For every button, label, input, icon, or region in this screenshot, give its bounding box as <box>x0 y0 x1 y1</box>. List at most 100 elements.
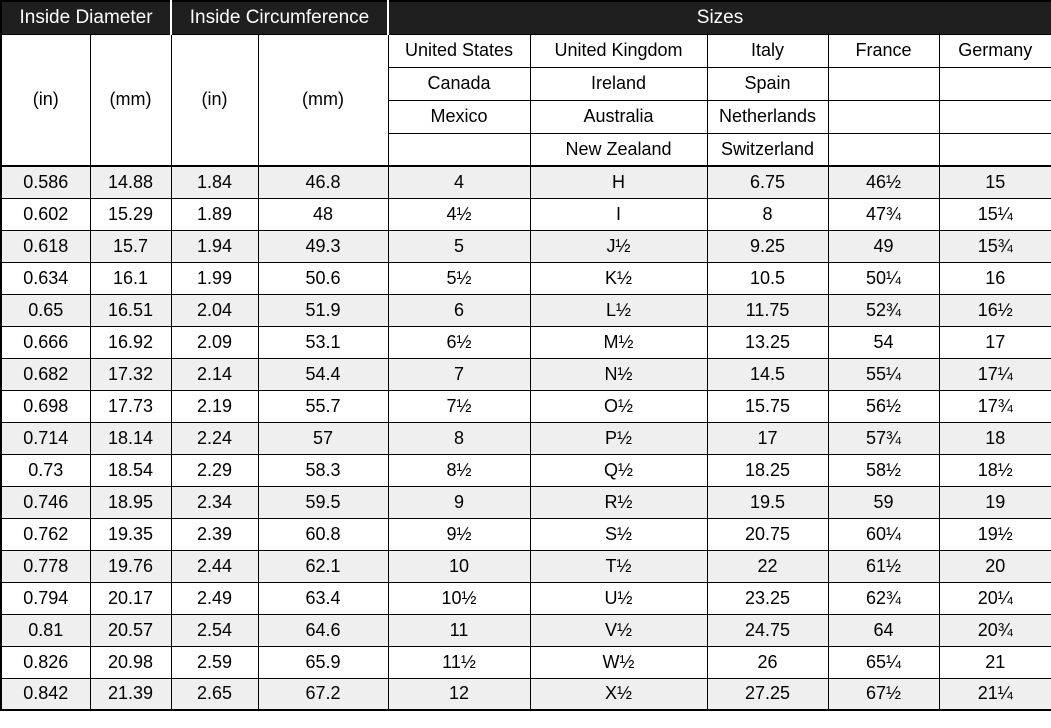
data-cell: 60.8 <box>257 517 389 551</box>
data-cell: 10½ <box>387 581 531 615</box>
data-cell: 19½ <box>938 517 1051 551</box>
data-cell: 10 <box>387 549 531 583</box>
data-cell: 26 <box>706 645 829 679</box>
data-cell: 20.17 <box>89 581 172 615</box>
data-cell: 20.98 <box>89 645 172 679</box>
data-cell: 55¼ <box>827 357 940 391</box>
data-cell: 8½ <box>387 453 531 487</box>
data-cell: 6 <box>387 293 531 327</box>
table-row: 0.634 16.1 1.99 50.6 5½ K½ 10.5 50¼ 16 <box>0 261 1051 295</box>
data-cell: 9½ <box>387 517 531 551</box>
data-cell: 16½ <box>938 293 1051 327</box>
data-cell: 7 <box>387 357 531 391</box>
data-cell: 18 <box>938 421 1051 455</box>
data-cell: 19 <box>938 485 1051 519</box>
data-cell: 64 <box>827 613 940 647</box>
data-cell: 0.666 <box>0 325 91 359</box>
data-cell: 20¼ <box>938 581 1051 615</box>
data-cell: 0.586 <box>0 165 91 199</box>
data-cell: 6½ <box>387 325 531 359</box>
data-cell: 0.826 <box>0 645 91 679</box>
data-cell: 19.35 <box>89 517 172 551</box>
data-cell: 0.778 <box>0 549 91 583</box>
data-cell: J½ <box>529 229 708 263</box>
data-cell: 0.73 <box>0 453 91 487</box>
data-cell: 59 <box>827 485 940 519</box>
data-cell: P½ <box>529 421 708 455</box>
data-cell: 15 <box>938 165 1051 199</box>
data-cell: 0.842 <box>0 677 91 711</box>
data-cell: 2.04 <box>170 293 259 327</box>
data-cell: 12 <box>387 677 531 711</box>
region-header-row: Mexico Australia Netherlands <box>1 99 1051 134</box>
data-cell: 18.25 <box>706 453 829 487</box>
data-cell: 2.29 <box>170 453 259 487</box>
data-cell: 2.65 <box>170 677 259 711</box>
data-cell: 1.89 <box>170 197 259 231</box>
data-cell: 15.29 <box>89 197 172 231</box>
unit-header: (mm) <box>89 33 172 167</box>
data-cell: 20¾ <box>938 613 1051 647</box>
header-inside-diameter: Inside Diameter <box>0 0 172 35</box>
data-cell: 21¼ <box>938 677 1051 711</box>
region-header-empty <box>938 66 1051 101</box>
ring-size-conversion-table: Inside Diameter Inside Circumference Siz… <box>0 0 1051 711</box>
data-cell: L½ <box>529 293 708 327</box>
data-cell: 61½ <box>827 549 940 583</box>
unit-header: (in) <box>170 33 259 167</box>
data-cell: 0.714 <box>0 421 91 455</box>
data-cell: 10.5 <box>706 261 829 295</box>
region-header-empty <box>827 132 940 167</box>
table-row: 0.586 14.88 1.84 46.8 4 H 6.75 46½ 15 <box>0 165 1051 199</box>
data-cell: 17.73 <box>89 389 172 423</box>
data-cell: 16 <box>938 261 1051 295</box>
data-cell: 54 <box>827 325 940 359</box>
data-cell: 60¼ <box>827 517 940 551</box>
table-row: 0.666 16.92 2.09 53.1 6½ M½ 13.25 54 17 <box>0 325 1051 359</box>
data-cell: Q½ <box>529 453 708 487</box>
data-cell: 46½ <box>827 165 940 199</box>
table-row: 0.842 21.39 2.65 67.2 12 X½ 27.25 67½ 21¼ <box>0 677 1051 711</box>
header-sizes: Sizes <box>386 0 1051 35</box>
data-cell: 55.7 <box>257 389 389 423</box>
data-cell: 13.25 <box>706 325 829 359</box>
table-row: 0.698 17.73 2.19 55.7 7½ O½ 15.75 56½ 17¾ <box>0 389 1051 423</box>
data-cell: 17 <box>938 325 1051 359</box>
data-cell: 20 <box>938 549 1051 583</box>
data-cell: 15.75 <box>706 389 829 423</box>
data-cell: 48 <box>257 197 389 231</box>
data-cell: 18.14 <box>89 421 172 455</box>
data-cell: 0.794 <box>0 581 91 615</box>
data-cell: 18½ <box>938 453 1051 487</box>
data-cell: 62.1 <box>257 549 389 583</box>
region-header: Australia <box>529 99 708 134</box>
data-cell: 6.75 <box>706 165 829 199</box>
data-cell: 9 <box>387 485 531 519</box>
data-cell: 7½ <box>387 389 531 423</box>
data-cell: 8 <box>387 421 531 455</box>
data-cell: 14.88 <box>89 165 172 199</box>
data-cell: 19.5 <box>706 485 829 519</box>
data-cell: M½ <box>529 325 708 359</box>
data-cell: 0.682 <box>0 357 91 391</box>
data-cell: 2.24 <box>170 421 259 455</box>
region-header-empty <box>827 99 940 134</box>
region-header: Spain <box>706 66 829 101</box>
data-cell: 53.1 <box>257 325 389 359</box>
region-header: Mexico <box>387 99 531 134</box>
region-header: Netherlands <box>706 99 829 134</box>
data-cell: 17.32 <box>89 357 172 391</box>
data-cell: 57¾ <box>827 421 940 455</box>
data-cell: 11.75 <box>706 293 829 327</box>
data-cell: 22 <box>706 549 829 583</box>
data-cell: 56½ <box>827 389 940 423</box>
region-header-empty <box>938 132 1051 167</box>
data-cell: 2.34 <box>170 485 259 519</box>
region-header: Canada <box>387 66 531 101</box>
data-cell: 0.81 <box>0 613 91 647</box>
region-header: Switzerland <box>706 132 829 167</box>
region-header-empty <box>827 66 940 101</box>
data-cell: 65.9 <box>257 645 389 679</box>
data-cell: 11 <box>387 613 531 647</box>
data-cell: 4½ <box>387 197 531 231</box>
